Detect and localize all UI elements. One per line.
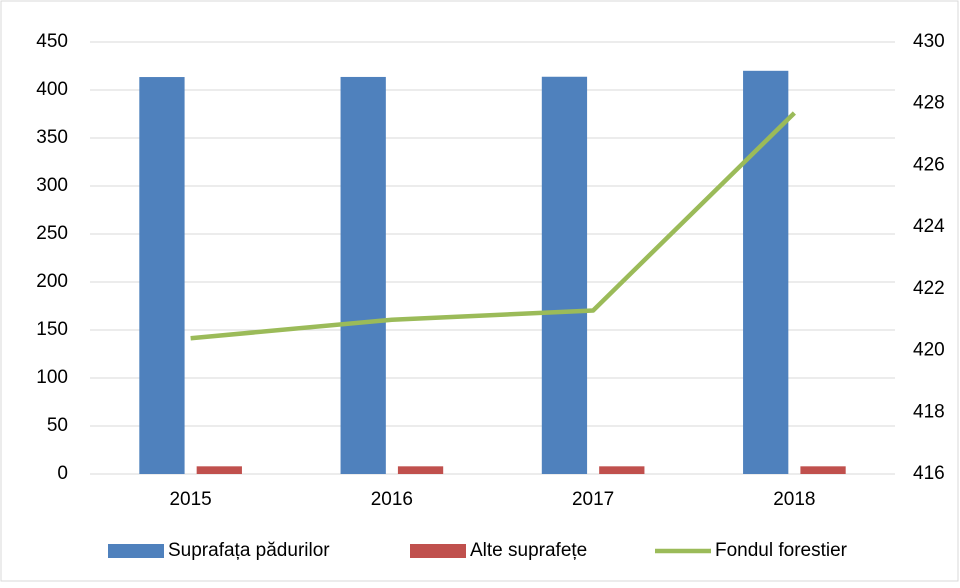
y-tick-label: 0 (57, 463, 68, 484)
bar (139, 77, 185, 474)
bar (541, 76, 588, 474)
y2-tick-label: 426 (913, 154, 945, 175)
x-tick-label: 2015 (169, 489, 211, 510)
y-tick-label: 400 (36, 79, 68, 100)
y2-tick-label: 424 (913, 216, 945, 237)
y-tick-label: 450 (36, 31, 68, 52)
y2-tick-label: 428 (913, 93, 945, 114)
y2-tick-label: 418 (913, 401, 945, 422)
legend-label: Fondul forestier (715, 540, 848, 561)
bar (397, 466, 444, 474)
x-tick-label: 2016 (371, 489, 413, 510)
legend-swatch (410, 544, 466, 558)
bar (196, 466, 242, 474)
bar (340, 76, 386, 474)
y2-tick-label: 430 (913, 31, 945, 52)
y-tick-label: 50 (47, 415, 68, 436)
y2-tick-label: 416 (913, 463, 945, 484)
legend-label: Alte suprafețe (470, 540, 587, 561)
legend-swatch (108, 544, 164, 558)
legend-label: Suprafața pădurilor (168, 540, 330, 561)
y-tick-label: 350 (36, 127, 68, 148)
bar (599, 466, 645, 474)
x-tick-label: 2017 (572, 489, 614, 510)
line (190, 111, 796, 341)
bar (743, 70, 789, 475)
bar (800, 466, 846, 474)
y2-tick-label: 422 (913, 278, 945, 299)
y-tick-label: 100 (36, 367, 68, 388)
y-tick-label: 200 (36, 271, 68, 292)
x-tick-label: 2018 (773, 489, 815, 510)
y-tick-label: 150 (36, 319, 68, 340)
y2-tick-label: 420 (913, 340, 945, 361)
y-tick-label: 250 (36, 223, 68, 244)
y-tick-label: 300 (36, 175, 68, 196)
